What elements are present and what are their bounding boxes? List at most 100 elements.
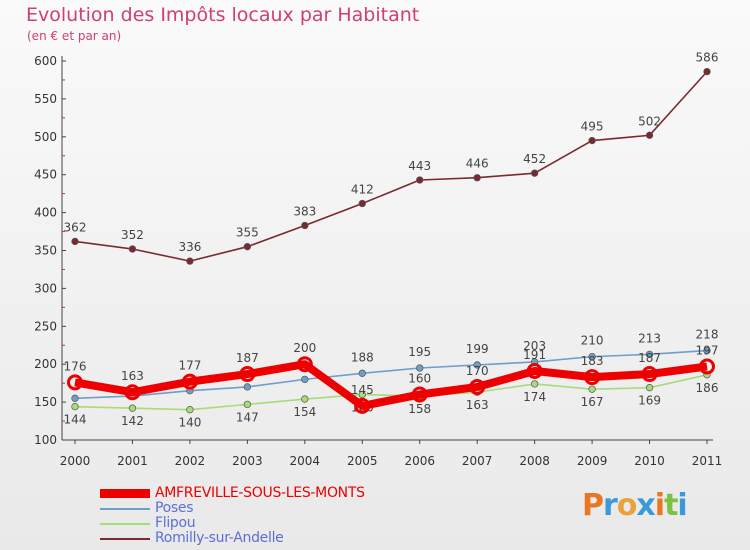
data-label: 167	[581, 395, 604, 409]
data-label: 169	[638, 394, 661, 408]
data-point	[301, 221, 309, 230]
data-label: 586	[696, 51, 719, 65]
data-label: 213	[638, 331, 661, 345]
y-tick-label: 600	[34, 54, 57, 68]
data-point	[243, 243, 252, 251]
data-label: 147	[236, 410, 259, 424]
data-label: 495	[581, 120, 604, 134]
data-point	[243, 383, 252, 391]
data-point	[67, 374, 83, 391]
chart-title: Evolution des Impôts locaux par Habitant	[26, 4, 420, 26]
data-label: 160	[408, 372, 431, 386]
data-point	[186, 406, 194, 414]
data-point	[416, 364, 424, 372]
y-tick-label: 500	[34, 130, 57, 144]
data-label: 197	[696, 343, 719, 357]
data-label: 199	[466, 342, 489, 356]
data-point	[358, 390, 366, 399]
data-point	[128, 404, 137, 412]
logo-letter: x	[636, 488, 655, 523]
y-tick-label: 150	[34, 395, 57, 409]
data-point	[239, 366, 256, 383]
x-tick-label: 2000	[60, 454, 91, 468]
data-point	[645, 350, 654, 358]
legend-swatch	[100, 538, 150, 540]
data-label: 191	[523, 348, 546, 362]
data-point	[641, 366, 658, 383]
data-label: 163	[121, 369, 144, 383]
data-point	[588, 136, 596, 145]
data-label: 144	[64, 413, 87, 427]
data-point	[526, 363, 543, 380]
data-point	[703, 67, 711, 76]
x-tick-label: 2006	[404, 454, 435, 468]
data-label: 142	[121, 414, 144, 428]
data-point	[128, 245, 137, 253]
y-tick-label: 250	[34, 319, 57, 333]
y-tick-label: 300	[34, 281, 57, 295]
data-label: 186	[696, 381, 719, 395]
logo-letter: P	[582, 488, 604, 523]
logo-letter: t	[664, 488, 678, 523]
x-tick-label: 2007	[462, 454, 493, 468]
logo-letter: r	[603, 488, 618, 523]
data-point	[530, 169, 539, 177]
data-point	[699, 358, 715, 375]
data-label: 187	[236, 351, 259, 365]
y-tick-label: 350	[34, 244, 57, 258]
data-point	[473, 361, 481, 369]
data-label: 203	[523, 339, 546, 353]
data-point	[301, 375, 309, 384]
legend-swatch	[100, 489, 150, 498]
data-point	[301, 395, 309, 403]
data-label: 352	[121, 228, 144, 242]
logo-letter: i	[654, 488, 665, 523]
series-line	[74, 349, 708, 400]
data-point	[124, 384, 141, 401]
logo-letter: o	[616, 488, 638, 523]
data-point	[469, 378, 486, 395]
data-label: 336	[178, 240, 201, 254]
data-point	[358, 199, 366, 208]
data-point	[354, 397, 371, 414]
data-label: 446	[466, 157, 489, 171]
data-label: 210	[581, 334, 604, 348]
x-tick-label: 2011	[692, 454, 723, 468]
y-tick-label: 100	[34, 433, 57, 447]
x-tick-label: 2010	[634, 454, 665, 468]
y-tick-label: 450	[34, 168, 57, 182]
proxiti-logo: Proxiti	[582, 488, 688, 523]
x-tick-label: 2008	[519, 454, 550, 468]
y-tick-label: 550	[34, 92, 57, 106]
data-label: 177	[178, 359, 201, 373]
series-line	[74, 71, 708, 262]
data-label: 154	[293, 405, 316, 419]
data-label: 140	[178, 416, 201, 430]
x-tick-label: 2001	[117, 454, 148, 468]
data-label: 176	[64, 359, 87, 373]
data-point	[411, 386, 428, 403]
legend-label: Flipou	[155, 515, 196, 531]
legend-label: Poses	[155, 500, 194, 516]
data-point	[243, 400, 252, 409]
data-point	[186, 257, 194, 265]
x-tick-label: 2002	[175, 454, 206, 468]
data-point	[473, 174, 481, 182]
data-label: 183	[581, 354, 604, 368]
data-label: 412	[351, 183, 374, 197]
series-line	[74, 360, 708, 410]
data-point	[358, 369, 366, 377]
logo-letter: i	[677, 488, 687, 523]
legend-label: AMFREVILLE-SOUS-LES-MONTS	[155, 485, 365, 501]
data-label: 174	[523, 390, 546, 404]
legend-label: Romilly-sur-Andelle	[155, 530, 284, 546]
y-tick-label: 400	[34, 206, 57, 220]
data-label: 158	[408, 402, 431, 416]
data-point	[416, 176, 424, 184]
x-tick-label: 2009	[577, 454, 608, 468]
data-label: 187	[638, 351, 661, 365]
x-tick-label: 2003	[232, 454, 263, 468]
data-label: 170	[466, 364, 489, 378]
data-label: 195	[408, 345, 431, 359]
